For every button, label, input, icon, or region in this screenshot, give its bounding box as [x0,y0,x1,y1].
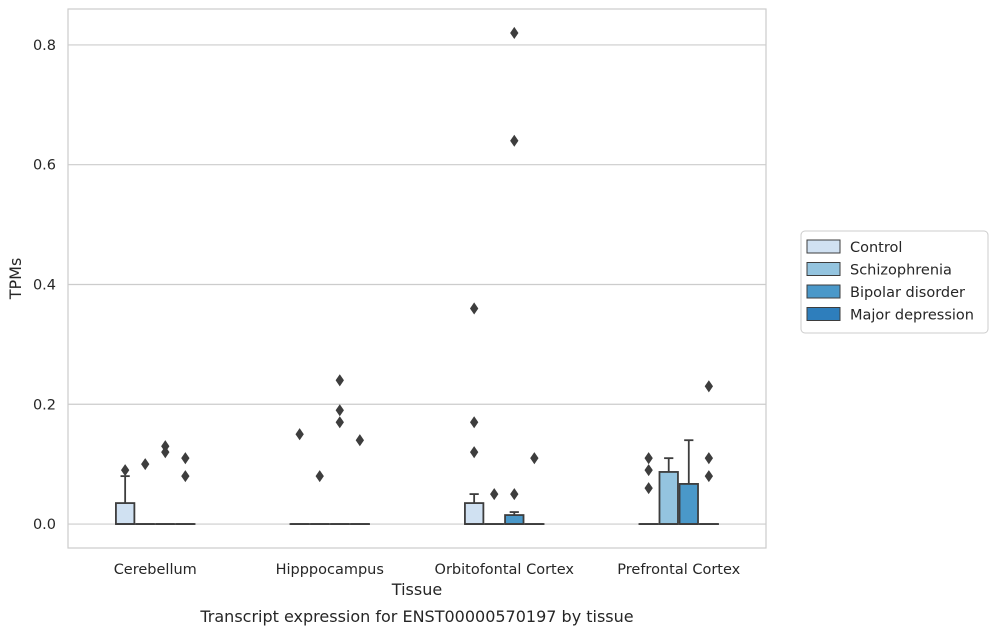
legend-swatch [806,284,841,299]
outlier-point [704,452,714,465]
outlier-point [510,488,519,501]
legend-swatch [806,262,841,276]
outlier-point [510,26,519,39]
outlier-point [704,380,714,393]
plot-frame [67,8,767,549]
x-tick-label: Orbitofontal Cortex [435,562,575,578]
box-bipolar-disorder [329,374,350,525]
box-bipolar-disorder [678,439,699,525]
box-schizophrenia [309,470,330,525]
outlier-point [644,482,653,495]
y-tick-label: 0.0 [33,517,56,533]
y-axis-ticks: 0.0 0.2 0.4 0.6 0.8 [33,38,56,533]
legend-label: Control [850,240,902,256]
x-tick-label: Cerebellum [114,562,197,578]
outlier-point [469,446,479,459]
x-axis-ticks: Cerebellum Hipppocampus Orbitofontal Corte… [114,562,741,578]
y-tick-label: 0.8 [33,38,56,54]
box-bipolar-disorder [155,440,176,525]
outlier-point [181,470,190,483]
y-tick-label: 0.6 [33,158,56,174]
x-tick-label: Hipppocampus [276,562,384,578]
outlier-point [120,464,130,477]
outlier-point [295,428,304,441]
box-body [658,471,679,525]
box-control [289,428,310,525]
box-control [638,452,659,525]
outlier-point [161,446,170,459]
legend: Control Schizophrenia Bipolar disorder Majo… [800,230,989,334]
box-major-depression [175,452,196,525]
outlier-point [335,416,344,429]
outlier-point [490,488,499,501]
box-major-depression [524,452,545,525]
box-body [464,502,485,525]
legend-swatch [806,307,841,321]
outlier-point [510,134,519,147]
box-bipolar-disorder [504,26,525,525]
x-axis-title: Tissue [391,580,442,599]
outlier-point [335,404,344,417]
outlier-point [469,302,479,315]
legend-swatch [806,239,841,254]
box-body [678,483,699,525]
legend-label: Schizophrenia [850,263,952,279]
legend-label: Major depression [850,308,974,324]
box-schizophrenia [484,488,505,525]
y-tick-label: 0.2 [33,397,56,413]
outlier-point [315,470,324,483]
y-tick-label: 0.4 [33,277,56,293]
legend-box [800,230,989,334]
box-body [115,502,136,525]
outlier-point [644,452,653,465]
outlier-point [335,374,344,387]
outlier-point [355,434,365,447]
box-plot-marks [115,26,719,525]
box-major-depression [698,380,719,525]
chart-caption: Transcript expression for ENST0000057019… [199,607,633,626]
outlier-point [141,458,150,471]
outlier-point [530,452,539,465]
gridlines [68,44,766,525]
outlier-point [644,464,653,477]
box-major-depression [349,434,370,525]
box-control [115,464,136,525]
outlier-point [704,470,714,483]
box-schizophrenia [135,458,156,525]
box-schizophrenia [658,457,679,525]
x-tick-label: Prefrontal Cortex [617,562,740,578]
legend-label: Bipolar disorder [850,285,965,301]
box-control [464,302,485,525]
box-body [504,514,525,525]
outlier-point [469,416,479,429]
y-axis-title: TPMs [6,258,25,301]
outlier-point [181,452,190,465]
